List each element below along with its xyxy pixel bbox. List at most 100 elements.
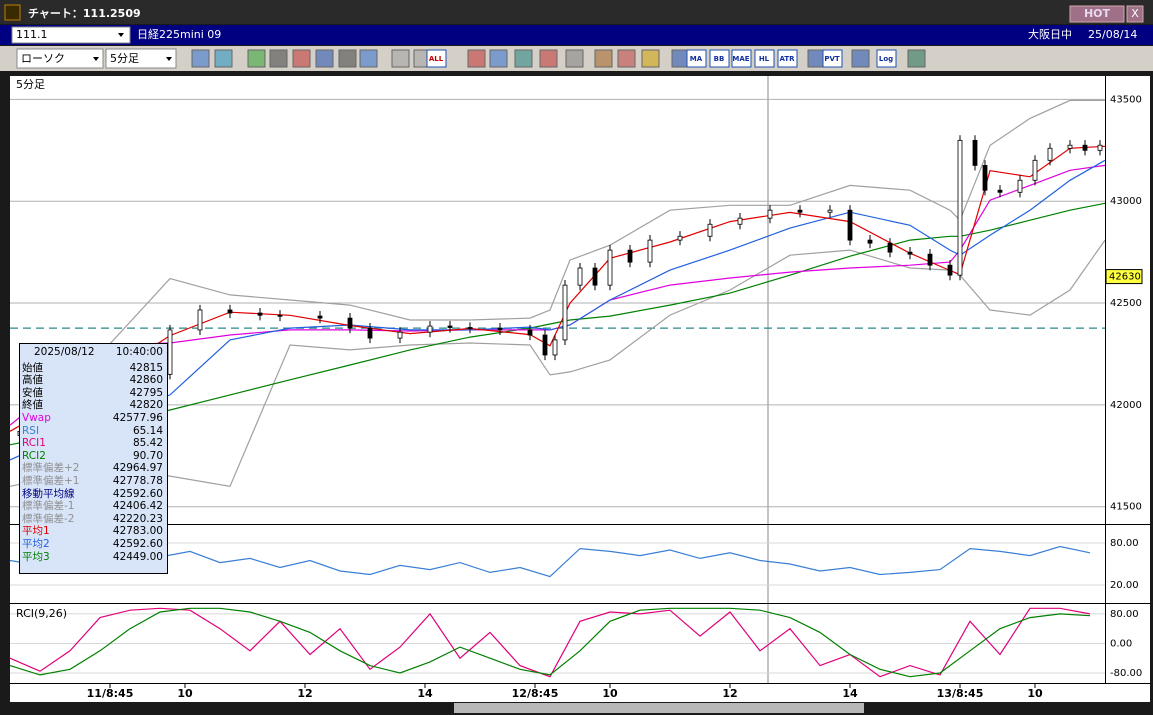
toolbar-icon[interactable] bbox=[214, 49, 233, 68]
toolbar-icon-label[interactable]: MA bbox=[690, 55, 703, 63]
candle-body bbox=[707, 223, 713, 237]
candle-body bbox=[367, 327, 373, 339]
info-row: 始値 42815 bbox=[20, 362, 167, 375]
candle-body bbox=[427, 325, 433, 333]
toolbar-icon[interactable] bbox=[391, 49, 410, 68]
panel-title: 5分足 bbox=[16, 78, 45, 91]
info-row: RCI2 90.70 bbox=[20, 450, 167, 463]
candle-body bbox=[827, 209, 833, 213]
toolbar-icon-label[interactable]: PVT bbox=[824, 55, 840, 63]
toolbar-icon[interactable] bbox=[709, 49, 730, 68]
toolbar-icon[interactable] bbox=[807, 49, 826, 68]
toolbar-icon[interactable] bbox=[539, 49, 558, 68]
x-tick-label: 12 bbox=[722, 687, 737, 700]
info-row: Vwap 42577.96 bbox=[20, 412, 167, 425]
info-value: 42815 bbox=[129, 361, 163, 374]
toolbar-icon[interactable] bbox=[191, 49, 210, 68]
candle-body bbox=[972, 139, 978, 166]
candle-body bbox=[347, 317, 353, 329]
toolbar-icon-label[interactable]: BB bbox=[714, 55, 725, 63]
chart-kind-select[interactable] bbox=[16, 48, 104, 69]
candle-body bbox=[447, 325, 453, 328]
info-label: 平均1 bbox=[22, 525, 50, 538]
toolbar-icon[interactable] bbox=[617, 49, 636, 68]
info-value: 42778.78 bbox=[112, 474, 163, 487]
info-panel: 2025/08/12 10:40:00 始値 42815 高値 42860 安値 42795… bbox=[19, 343, 168, 574]
x-tick-label: 10 bbox=[602, 687, 618, 700]
toolbar-icon[interactable] bbox=[338, 49, 357, 68]
toolbar-icon-label[interactable]: MAE bbox=[732, 55, 749, 63]
y-tick-label: 20.00 bbox=[1110, 580, 1139, 591]
toolbar-icon[interactable] bbox=[269, 49, 288, 68]
toolbar-icon[interactable] bbox=[315, 49, 334, 68]
x-tick-label: 14 bbox=[842, 687, 858, 700]
candle-body bbox=[592, 267, 598, 286]
toolbar-icon[interactable] bbox=[754, 49, 775, 68]
toolbar-icon[interactable] bbox=[292, 49, 311, 68]
candle-body bbox=[957, 139, 963, 276]
toolbar-icon-label[interactable]: ALL bbox=[429, 55, 444, 63]
info-header: 2025/08/12 10:40:00 bbox=[20, 346, 167, 359]
toolbar-icon[interactable] bbox=[359, 49, 378, 68]
toolbar-icon[interactable] bbox=[426, 49, 447, 68]
x-tick-label: 10 bbox=[177, 687, 193, 700]
info-label: 安値 bbox=[22, 386, 43, 399]
info-label: 高値 bbox=[22, 374, 43, 387]
info-value: 42795 bbox=[129, 386, 163, 399]
info-label: 始値 bbox=[22, 361, 43, 374]
hot-label[interactable]: HOT bbox=[1084, 7, 1111, 20]
candle-body bbox=[1032, 159, 1038, 181]
toolbar-icon[interactable] bbox=[489, 49, 508, 68]
info-row: 標準偏差-2 42220.23 bbox=[20, 513, 167, 526]
candle-body bbox=[947, 264, 953, 276]
toolbar-icon[interactable] bbox=[777, 49, 798, 68]
close-label[interactable]: X bbox=[1131, 7, 1139, 20]
info-value: 42406.42 bbox=[112, 500, 163, 513]
toolbar-icon[interactable] bbox=[514, 49, 533, 68]
info-label: 標準偏差+2 bbox=[22, 462, 80, 475]
candle-body bbox=[197, 309, 203, 331]
candle-body bbox=[797, 209, 803, 213]
toolbar-icon[interactable] bbox=[876, 49, 897, 68]
y-tick-label: 42500 bbox=[1110, 298, 1142, 309]
toolbar-icon[interactable] bbox=[851, 49, 870, 68]
scrollbar[interactable] bbox=[454, 703, 864, 713]
info-row: 平均1 42783.00 bbox=[20, 525, 167, 538]
x-tick-label: 12/8:45 bbox=[512, 687, 559, 700]
instrument-name: 日経225mini 09 bbox=[137, 28, 221, 41]
toolbar-icon[interactable] bbox=[907, 49, 926, 68]
toolbar-icon[interactable] bbox=[671, 49, 690, 68]
candle-body bbox=[497, 327, 503, 331]
window-title: チャート：111.2509 bbox=[28, 7, 141, 20]
interval[interactable]: 5分足 bbox=[110, 52, 139, 65]
toolbar-icon-label[interactable]: ATR bbox=[779, 55, 795, 63]
toolbar-icon-label[interactable]: Log bbox=[879, 55, 893, 63]
candle-body bbox=[467, 327, 473, 329]
chart-kind[interactable]: ローソク bbox=[21, 52, 65, 65]
toolbar-icon[interactable] bbox=[247, 49, 266, 68]
hot-button[interactable] bbox=[1069, 5, 1125, 23]
toolbar-icon[interactable] bbox=[565, 49, 584, 68]
toolbar-icon[interactable] bbox=[686, 49, 707, 68]
info-row: RSI 65.14 bbox=[20, 425, 167, 438]
code-input[interactable] bbox=[11, 26, 131, 44]
y-tick-label: -80.00 bbox=[1110, 668, 1142, 679]
toolbar-icon[interactable] bbox=[467, 49, 486, 68]
info-value: 42964.97 bbox=[112, 462, 163, 475]
interval-select[interactable] bbox=[105, 48, 177, 69]
toolbar-icon[interactable] bbox=[641, 49, 660, 68]
candle-body bbox=[927, 253, 933, 266]
toolbar-icon-label[interactable]: HL bbox=[759, 55, 770, 63]
code-value[interactable]: 111.1 bbox=[16, 28, 48, 41]
candle-body bbox=[607, 249, 613, 286]
indicator-line bbox=[9, 607, 1091, 678]
close-button[interactable] bbox=[1126, 5, 1144, 23]
toolbar-icon[interactable] bbox=[594, 49, 613, 68]
toolbar-icon[interactable] bbox=[822, 49, 843, 68]
candle-body bbox=[277, 314, 283, 317]
info-label: RSI bbox=[22, 424, 40, 437]
candle-body bbox=[1082, 144, 1088, 151]
info-value: 42577.96 bbox=[112, 411, 163, 424]
toolbar-icon[interactable] bbox=[731, 49, 752, 68]
info-row: 標準偏差+2 42964.97 bbox=[20, 462, 167, 475]
